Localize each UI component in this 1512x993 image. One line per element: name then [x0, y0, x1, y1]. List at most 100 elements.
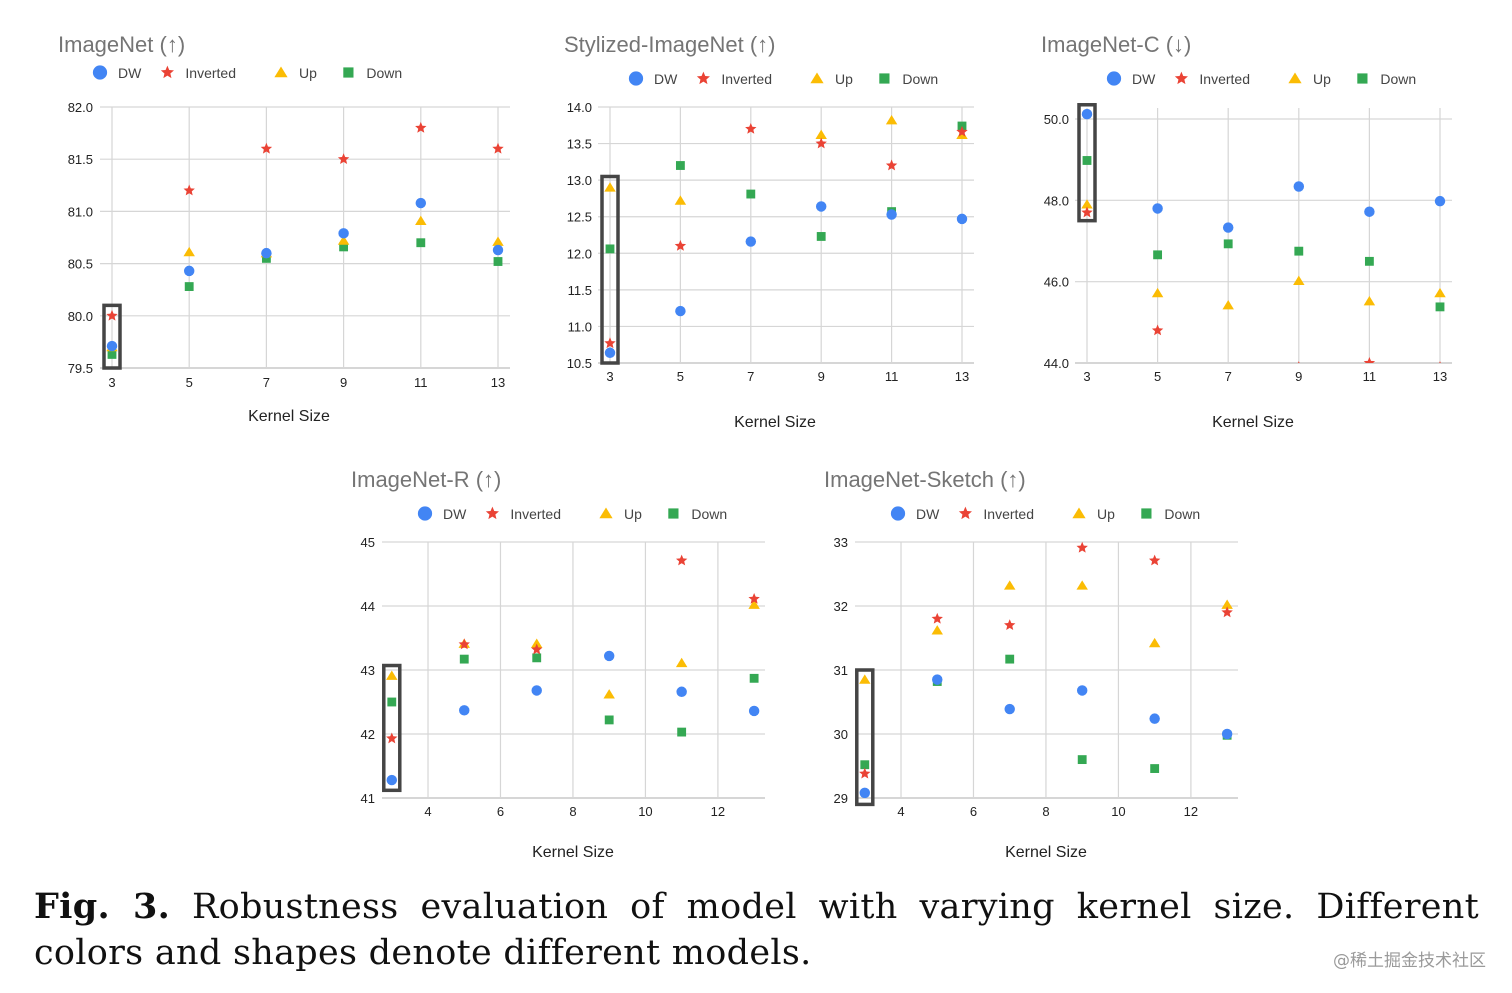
- legend-label: Inverted: [185, 65, 236, 81]
- y-tick-label: 80.0: [68, 309, 93, 324]
- x-axis-label: Kernel Size: [734, 414, 816, 431]
- legend-star-icon: [485, 506, 499, 520]
- point-inverted: [748, 592, 760, 604]
- legend-label: Inverted: [983, 506, 1034, 522]
- legend-label: DW: [654, 71, 678, 87]
- point-dw: [932, 674, 943, 685]
- chart-title: Stylized-ImageNet (↑): [564, 32, 776, 57]
- point-down: [1435, 302, 1445, 312]
- chart-3: ImageNet-C (↓) DW Inverted Up Down 44.0 46.0 48…: [1041, 32, 1452, 431]
- y-tick-label: 46.0: [1044, 275, 1069, 290]
- legend-label: Down: [1380, 71, 1416, 87]
- point-dw: [604, 347, 616, 358]
- legend-label: Down: [366, 65, 402, 81]
- point-inverted: [1076, 541, 1088, 553]
- point-down: [1077, 755, 1087, 765]
- chart-1: ImageNet (↑) DW Inverted Up Down 79.5 80.0 80.5…: [58, 32, 510, 425]
- point-up: [1222, 300, 1234, 310]
- y-tick-label: 42: [361, 727, 375, 742]
- y-tick-label: 41: [361, 791, 375, 806]
- watermark: @稀土掘金技术社区: [1333, 951, 1486, 971]
- chart-legend: DW Inverted Up Down: [417, 506, 727, 522]
- point-dw: [386, 774, 398, 786]
- point-up: [815, 129, 827, 139]
- x-axis-label: Kernel Size: [1005, 844, 1087, 861]
- y-tick-label: 50.0: [1044, 112, 1069, 127]
- x-tick-label: 5: [1154, 369, 1161, 384]
- point-up: [386, 670, 398, 680]
- legend-triangle-icon: [274, 66, 288, 78]
- x-tick-label: 13: [1433, 369, 1447, 384]
- legend-star-icon: [958, 506, 972, 520]
- legend-circle-icon: [628, 71, 644, 86]
- point-dw: [745, 236, 757, 247]
- y-tick-label: 43: [361, 663, 375, 678]
- y-tick-label: 11.0: [568, 319, 592, 334]
- point-dw: [261, 247, 272, 259]
- point-inverted: [415, 121, 427, 133]
- x-tick-label: 3: [1083, 369, 1090, 384]
- legend-label: Inverted: [1199, 71, 1250, 87]
- point-inverted: [1298, 361, 1300, 363]
- point-up: [1293, 275, 1305, 286]
- y-tick-label: 80.5: [68, 257, 93, 272]
- point-inverted: [458, 638, 470, 650]
- point-down: [1082, 156, 1092, 165]
- point-down: [604, 715, 614, 725]
- legend-label: Up: [299, 65, 317, 81]
- chart-markers: [386, 554, 760, 786]
- chart-title: ImageNet (↑): [58, 32, 185, 57]
- legend-circle-icon: [92, 65, 108, 80]
- point-inverted: [260, 142, 273, 154]
- point-up: [603, 689, 615, 699]
- chart-legend: DW Inverted Up Down: [92, 65, 402, 81]
- point-down: [184, 282, 194, 291]
- point-down: [1223, 239, 1233, 249]
- x-tick-label: 13: [491, 375, 505, 390]
- point-inverted: [675, 554, 688, 566]
- point-up: [492, 236, 504, 246]
- point-up: [1221, 599, 1233, 609]
- y-tick-label: 29: [834, 791, 848, 806]
- legend-square-icon: [343, 67, 354, 78]
- point-dw: [748, 705, 760, 717]
- point-dw: [815, 201, 827, 212]
- x-tick-label: 4: [424, 804, 431, 819]
- legend-star-icon: [1174, 71, 1188, 85]
- point-dw: [675, 305, 686, 317]
- chart-markers: [604, 114, 968, 358]
- point-dw: [1152, 203, 1163, 214]
- y-tick-label: 44: [361, 599, 375, 614]
- point-inverted: [531, 643, 543, 655]
- point-inverted: [674, 239, 687, 251]
- y-tick-label: 82.0: [68, 100, 93, 115]
- point-down: [459, 654, 469, 664]
- legend-label: Inverted: [510, 506, 561, 522]
- x-tick-label: 11: [1363, 369, 1377, 384]
- point-inverted: [1439, 361, 1441, 363]
- legend-label: DW: [443, 506, 467, 522]
- y-tick-label: 10.5: [567, 356, 592, 371]
- legend-square-icon: [879, 73, 890, 84]
- x-tick-label: 7: [1225, 369, 1232, 384]
- y-tick-label: 79.5: [68, 361, 93, 376]
- x-tick-label: 10: [1111, 804, 1125, 819]
- legend-square-icon: [1141, 508, 1152, 519]
- point-dw: [886, 209, 897, 220]
- chart-legend: DW Inverted Up Down: [628, 71, 938, 87]
- x-tick-label: 9: [340, 375, 347, 390]
- point-inverted: [337, 153, 350, 165]
- point-dw: [676, 686, 687, 697]
- x-tick-label: 8: [1042, 804, 1049, 819]
- x-tick-label: 12: [711, 804, 725, 819]
- x-tick-label: 13: [955, 369, 969, 384]
- point-inverted: [885, 159, 898, 171]
- y-tick-label: 45: [361, 535, 375, 550]
- point-down: [1153, 250, 1163, 260]
- legend-triangle-icon: [1072, 507, 1086, 519]
- point-down: [677, 727, 687, 737]
- chart-title: ImageNet-Sketch (↑): [824, 467, 1026, 492]
- point-dw: [183, 265, 195, 277]
- x-tick-label: 3: [606, 369, 613, 384]
